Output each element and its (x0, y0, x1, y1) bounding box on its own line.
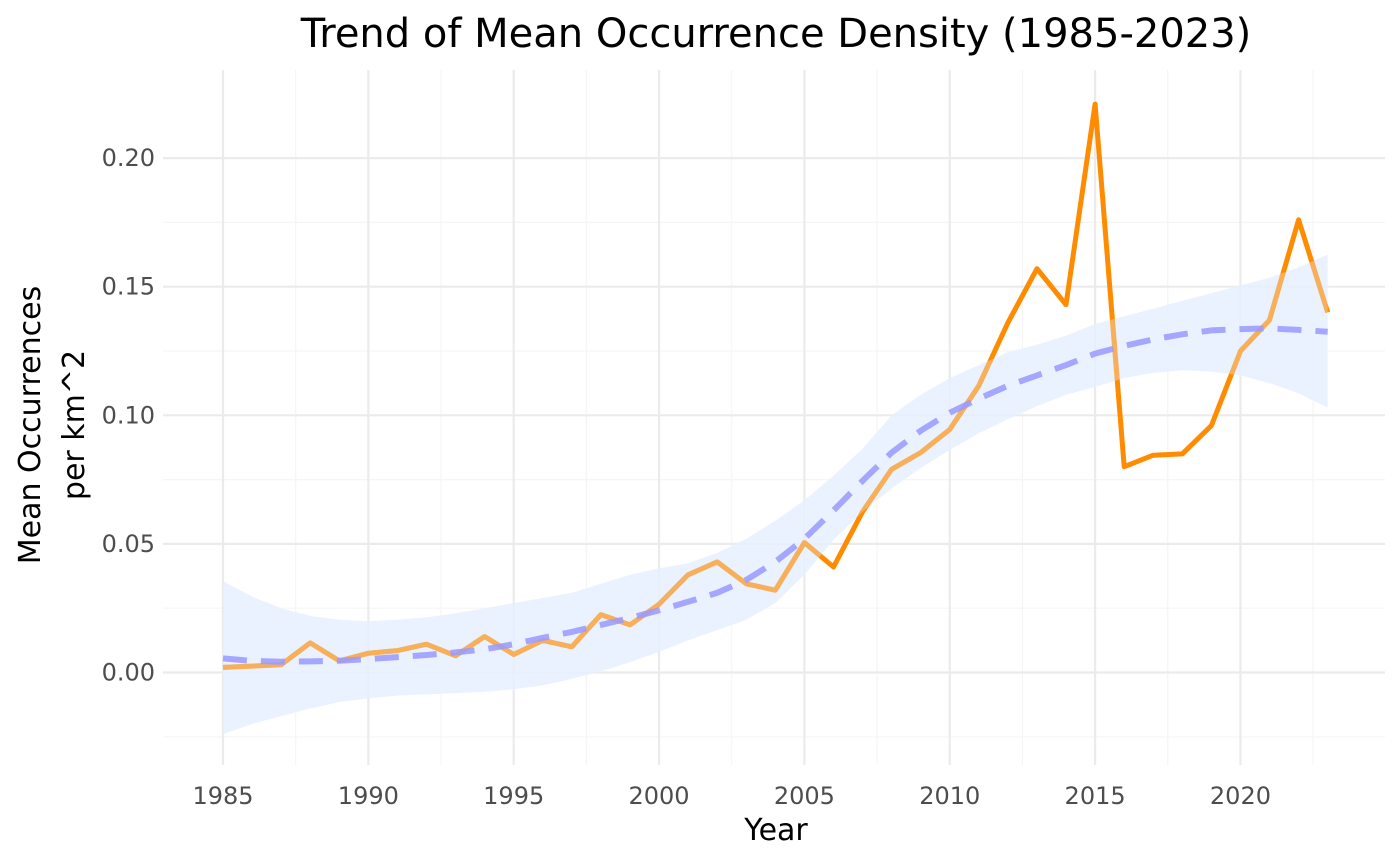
x-axis-tick-labels: 1985 1990 1995 2000 2005 2010 2015 2020 (192, 782, 1271, 810)
x-tick-label: 2005 (774, 782, 835, 810)
x-axis-title: Year (743, 813, 808, 848)
x-tick-label: 1985 (192, 782, 253, 810)
x-tick-label: 1990 (338, 782, 399, 810)
trend-series-line (222, 325, 1328, 665)
minor-gridlines (163, 70, 1385, 765)
x-tick-label: 2000 (629, 782, 690, 810)
trend-confidence-band (223, 254, 1328, 735)
y-tick-label: 0.00 (102, 659, 155, 687)
y-axis-tick-labels: 0.00 0.05 0.10 0.15 0.20 (102, 144, 155, 686)
x-tick-label: 2015 (1065, 782, 1126, 810)
x-tick-label: 2020 (1210, 782, 1271, 810)
x-tick-label: 2010 (919, 782, 980, 810)
chart-title: Trend of Mean Occurrence Density (1985-2… (300, 11, 1252, 57)
x-tick-label: 1995 (483, 782, 544, 810)
y-tick-label: 0.15 (102, 273, 155, 301)
observed-series-line (222, 101, 1331, 670)
y-tick-label: 0.20 (102, 144, 155, 172)
y-tick-label: 0.05 (102, 530, 155, 558)
y-tick-label: 0.10 (102, 401, 155, 429)
y-axis-title-line-1: Mean Occurrences (13, 286, 48, 564)
y-axis-title: Mean Occurrences per km^2 (13, 286, 92, 564)
y-axis-title-line-2: per km^2 (57, 350, 92, 500)
